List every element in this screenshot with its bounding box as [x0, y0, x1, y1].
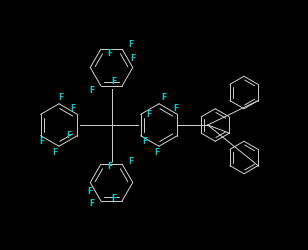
Text: F: F — [107, 49, 112, 58]
Text: F: F — [52, 148, 57, 157]
Text: F: F — [71, 104, 76, 113]
Text: F: F — [90, 86, 95, 95]
Text: F: F — [147, 110, 152, 119]
Text: F: F — [111, 77, 116, 86]
Text: F: F — [40, 137, 45, 146]
Text: F: F — [128, 40, 133, 49]
Text: F: F — [173, 104, 178, 113]
Text: F: F — [155, 148, 160, 157]
Text: F: F — [58, 93, 63, 102]
Text: F: F — [87, 187, 93, 196]
Text: F: F — [107, 162, 112, 171]
Text: F: F — [111, 194, 116, 203]
Text: F: F — [128, 157, 133, 166]
Text: F: F — [161, 93, 166, 102]
Text: F: F — [90, 199, 95, 208]
Text: F: F — [130, 54, 136, 63]
Text: F: F — [66, 131, 71, 140]
Text: F: F — [142, 137, 148, 146]
